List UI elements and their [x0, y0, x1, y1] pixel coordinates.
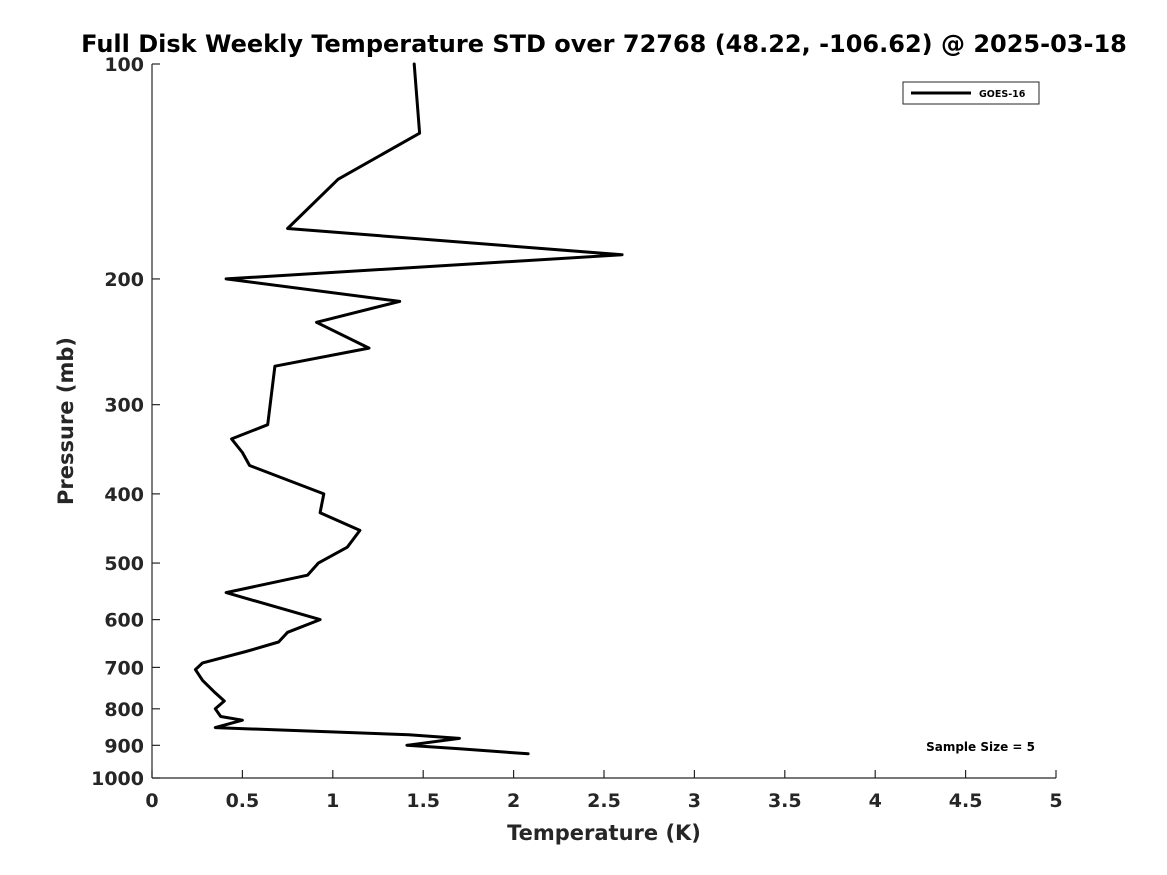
sample-size-annotation: Sample Size = 5	[926, 740, 1035, 754]
y-tick-label: 300	[104, 395, 144, 417]
legend-label-goes-16: GOES-16	[979, 89, 1026, 100]
y-tick-label: 1000	[91, 768, 144, 790]
y-tick-label: 200	[104, 269, 144, 291]
x-tick-label: 1.5	[406, 790, 440, 812]
series-layer	[193, 62, 624, 756]
x-tick-label: 4.5	[949, 790, 983, 812]
series-line-goes-16	[193, 62, 624, 756]
x-axis-label: Temperature (K)	[507, 821, 701, 845]
chart-title: Full Disk Weekly Temperature STD over 72…	[81, 30, 1127, 58]
x-tick-label: 3	[688, 790, 701, 812]
y-tick-label: 400	[104, 484, 144, 506]
legend: GOES-16	[902, 81, 1040, 105]
x-tick-label: 1	[326, 790, 339, 812]
x-tick-label: 0.5	[226, 790, 260, 812]
x-tick-label: 2.5	[587, 790, 621, 812]
x-tick-label: 4	[869, 790, 882, 812]
y-tick-label: 100	[104, 54, 144, 76]
axes: 0 0.5 1 1.5 2 2.5 3 3.5 4 4.5 5 100 200 300 400 500 600 7…	[91, 54, 1063, 812]
y-tick-label: 600	[104, 610, 144, 632]
y-tick-label: 700	[104, 657, 144, 679]
y-tick-label: 800	[104, 699, 144, 721]
x-tick-label: 5	[1049, 790, 1062, 812]
y-tick-label: 900	[104, 735, 144, 757]
y-axis-label: Pressure (mb)	[54, 337, 78, 505]
y-tick-label: 500	[104, 553, 144, 575]
plot-area	[152, 64, 1056, 778]
x-tick-label: 2	[507, 790, 520, 812]
x-tick-label: 0	[145, 790, 158, 812]
x-tick-label: 3.5	[768, 790, 802, 812]
